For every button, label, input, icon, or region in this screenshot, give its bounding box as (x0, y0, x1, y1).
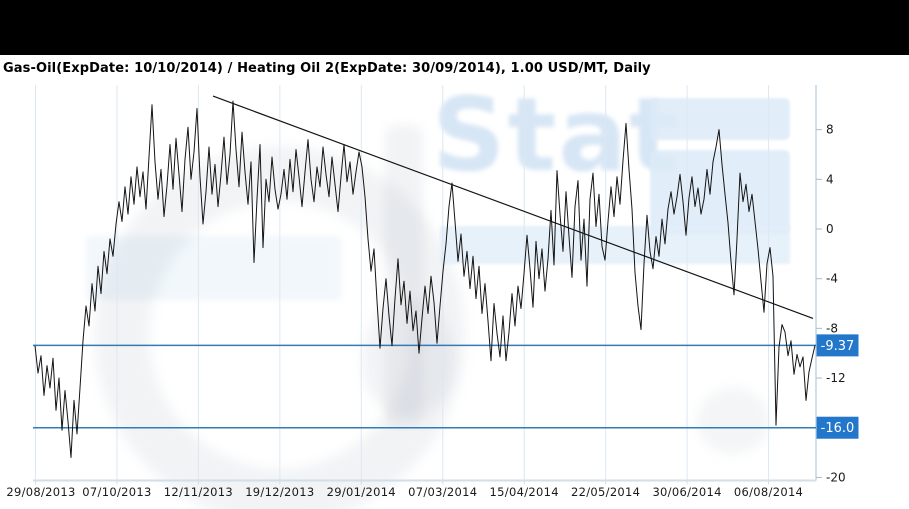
watermark-stat-text: Stat (432, 76, 680, 195)
watermark-bar-bottom (650, 150, 790, 235)
x-axis-label: 29/08/2013 (6, 485, 75, 499)
x-axis-label: 30/06/2014 (652, 485, 721, 499)
x-axis-label: 15/04/2014 (490, 485, 559, 499)
y-axis-label: 8 (826, 123, 834, 137)
window-top-bar (0, 0, 909, 55)
chart-plot-container[interactable]: Stat 29/08/2013 07/10/2013 12/11/2013 19/12… (0, 85, 909, 509)
x-axis-label: 06/08/2014 (734, 485, 803, 499)
y-axis-label: 4 (826, 172, 834, 186)
x-axis-label: 22/05/2014 (571, 485, 640, 499)
level-label-text: -9.37 (821, 339, 855, 354)
trendline (212, 95, 814, 319)
level-label-text: -16.0 (821, 421, 855, 436)
y-axis-label: -12 (826, 371, 846, 385)
price-chart[interactable]: 29/08/2013 07/10/2013 12/11/2013 19/12/2013… (0, 85, 909, 509)
watermark-blob (697, 388, 769, 454)
x-axis-label: 19/12/2013 (245, 485, 314, 499)
level-label-box (816, 334, 859, 357)
x-axis-label: 29/01/2014 (327, 485, 396, 499)
y-axis-label: -8 (826, 321, 838, 335)
x-axis-label: 07/03/2014 (408, 485, 477, 499)
x-axis-label: 12/11/2013 (164, 485, 233, 499)
y-axis-label: -20 (826, 470, 846, 484)
chart-title-row: Gas-Oil(ExpDate: 10/10/2014) / Heating O… (0, 55, 909, 85)
watermark-oil-logo-stem (385, 125, 423, 425)
chart-title: Gas-Oil(ExpDate: 10/10/2014) / Heating O… (3, 61, 651, 76)
level-label-box (816, 416, 859, 439)
y-axis-label: -4 (826, 272, 838, 286)
y-axis-label: 0 (826, 222, 834, 236)
x-axis-label: 07/10/2013 (82, 485, 151, 499)
watermark-bar-top (650, 98, 790, 140)
series-line (34, 100, 816, 458)
